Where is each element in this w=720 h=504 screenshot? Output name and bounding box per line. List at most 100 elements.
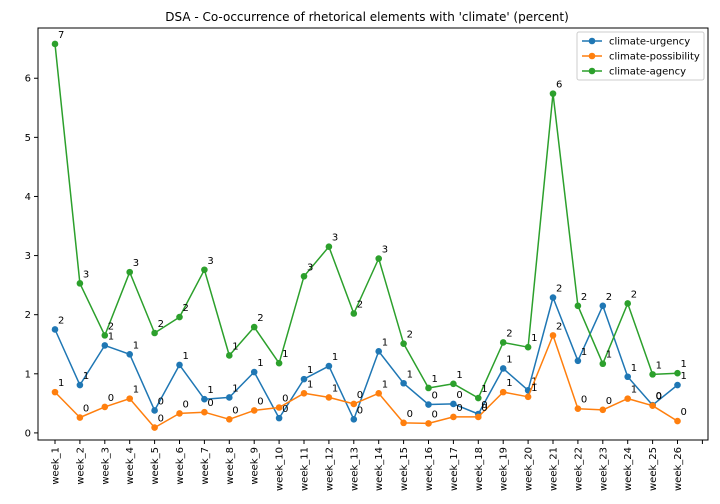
climate-urgency-point — [300, 375, 308, 383]
climate-urgency-point — [574, 357, 582, 365]
climate-agency-point — [649, 371, 656, 378]
climate-urgency-data-label: 2 — [606, 292, 612, 303]
climate-agency-point — [325, 243, 333, 251]
climate-possibility-point — [275, 404, 283, 411]
climate-possibility-data-label: 0 — [83, 404, 89, 415]
climate-possibility-data-label: 1 — [506, 378, 512, 389]
x-tick-label: week_4 — [125, 447, 136, 485]
climate-agency-data-label: 1 — [232, 341, 238, 352]
climate-urgency-point — [400, 379, 407, 387]
climate-agency-line — [54, 43, 678, 399]
legend: climate-urgency climate-possibility climat… — [576, 31, 705, 81]
climate-agency-point — [201, 266, 208, 274]
climate-agency-point — [624, 300, 631, 307]
climate-urgency-point — [450, 400, 457, 408]
climate-possibility-data-label: 0 — [183, 399, 189, 410]
climate-agency-point — [425, 384, 432, 392]
climate-urgency-data-label: 1 — [631, 363, 637, 374]
climate-possibility-data-label: 0 — [257, 396, 263, 407]
x-tick-label: week_23 — [598, 447, 609, 491]
x-tick-label: week_13 — [349, 447, 360, 491]
climate-urgency-point — [350, 416, 358, 423]
climate-possibility-data-label: 0 — [282, 393, 288, 404]
climate-possibility-data-label: 0 — [207, 398, 213, 409]
climate-agency-point — [524, 343, 532, 351]
x-tick-label: week_1 — [51, 447, 62, 485]
climate-agency-data-label: 1 — [481, 384, 487, 395]
climate-urgency-point — [325, 362, 333, 370]
climate-possibility-data-label: 1 — [531, 383, 537, 394]
climate-agency-point — [599, 360, 607, 368]
climate-agency-data-label: 1 — [531, 333, 537, 344]
climate-urgency-point — [76, 381, 84, 389]
climate-possibility-data-label: 0 — [158, 414, 164, 425]
climate-agency-point — [250, 323, 258, 331]
climate-urgency-data-label: 2 — [556, 284, 562, 295]
climate-agency-point — [475, 394, 482, 402]
climate-possibility-point — [599, 406, 607, 414]
climate-urgency-point — [499, 365, 507, 372]
climate-agency-point — [101, 332, 109, 339]
climate-urgency-data-label: 1 — [232, 383, 238, 394]
climate-urgency-data-label: 0 — [456, 390, 462, 401]
climate-agency-data-label: 1 — [432, 374, 438, 385]
climate-agency-data-label: 2 — [407, 330, 413, 341]
legend-item-climate-possibility: climate-possibility — [582, 52, 700, 63]
climate-agency-point — [176, 313, 183, 321]
climate-possibility-point — [101, 403, 109, 411]
climate-possibility-data-label: 1 — [382, 379, 388, 390]
climate-possibility-data-label: 1 — [307, 379, 313, 390]
climate-urgency-data-label: 0 — [357, 405, 363, 416]
climate-urgency-data-label: 1 — [257, 358, 263, 369]
climate-urgency-data-label: 1 — [108, 331, 114, 342]
climate-possibility-point — [126, 395, 133, 402]
climate-agency-point — [300, 272, 308, 280]
x-tick-label: week_7 — [200, 447, 211, 485]
climate-possibility-point — [325, 394, 333, 401]
y-tick-label: 6 — [25, 74, 31, 85]
x-tick-label: week_25 — [648, 447, 659, 491]
climate-agency-data-label: 3 — [382, 245, 388, 256]
x-tick-label: week_3 — [100, 447, 111, 485]
climate-possibility-point — [450, 413, 457, 421]
climate-urgency-data-label: 1 — [183, 351, 189, 362]
climate-possibility-point — [425, 420, 432, 427]
climate-possibility-point — [649, 402, 656, 410]
x-tick-label: week_26 — [673, 447, 684, 491]
x-tick-label: week_24 — [623, 447, 634, 491]
y-tick-label: 1 — [25, 369, 31, 380]
climate-possibility-data-label: 0 — [232, 405, 238, 416]
climate-possibility-point — [549, 332, 557, 339]
climate-possibility-point — [350, 400, 358, 408]
climate-possibility-data-label: 1 — [58, 378, 64, 389]
x-tick-label: week_15 — [399, 447, 410, 491]
climate-possibility-point — [176, 410, 183, 417]
climate-possibility-data-label: 0 — [108, 393, 114, 404]
climate-urgency-point — [176, 361, 183, 369]
climate-agency-point — [674, 369, 681, 377]
climate-possibility-point — [250, 407, 258, 414]
climate-urgency-data-label: 0 — [282, 404, 288, 415]
legend-label: climate-agency — [609, 67, 686, 78]
climate-urgency-data-label: 1 — [581, 347, 587, 358]
climate-urgency-point — [201, 395, 208, 403]
climate-agency-data-label: 2 — [158, 319, 164, 330]
y-tick-label: 4 — [25, 192, 31, 203]
legend-box — [576, 31, 705, 81]
climate-agency-point — [226, 352, 233, 359]
climate-possibility-point — [524, 393, 532, 401]
x-tick-label: week_2 — [75, 447, 86, 485]
climate-urgency-data-label: 1 — [133, 340, 139, 351]
climate-possibility-point — [76, 414, 84, 421]
climate-urgency-point — [275, 414, 283, 422]
climate-agency-data-label: 7 — [58, 30, 64, 41]
climate-possibility-point — [51, 388, 59, 396]
x-axis: week_1 week_2 week_3 week_4 week_5 week_6 week… — [51, 440, 703, 491]
climate-urgency-line — [54, 296, 678, 421]
climate-agency-point — [450, 380, 457, 388]
climate-urgency-data-label: 1 — [382, 337, 388, 348]
climate-urgency-point — [250, 368, 258, 376]
